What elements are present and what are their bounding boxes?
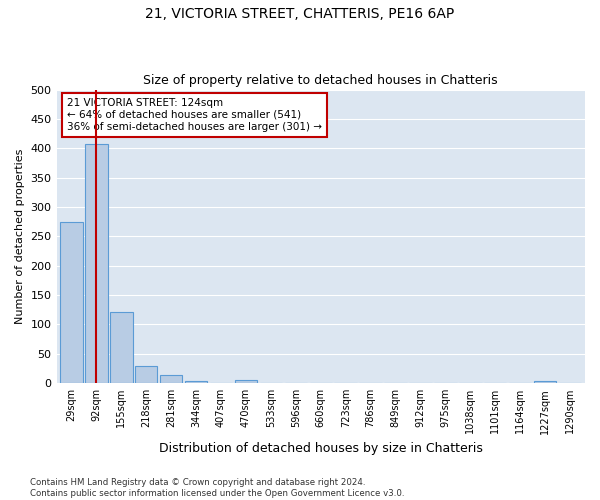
Bar (185, 381, 208, 383)
Text: 21 VICTORIA STREET: 124sqm
← 64% of detached houses are smaller (541)
36% of sem: 21 VICTORIA STREET: 124sqm ← 64% of deta… (67, 98, 322, 132)
Text: 21, VICTORIA STREET, CHATTERIS, PE16 6AP: 21, VICTORIA STREET, CHATTERIS, PE16 6AP (145, 8, 455, 22)
Bar (235, 380, 257, 383)
Bar (110, 312, 133, 383)
X-axis label: Distribution of detached houses by size in Chatteris: Distribution of detached houses by size … (159, 442, 483, 455)
Y-axis label: Number of detached properties: Number of detached properties (15, 148, 25, 324)
Bar (60, 222, 83, 383)
Bar (85, 144, 107, 383)
Text: Contains HM Land Registry data © Crown copyright and database right 2024.
Contai: Contains HM Land Registry data © Crown c… (30, 478, 404, 498)
Bar (534, 381, 556, 383)
Bar (160, 375, 182, 383)
Bar (135, 366, 157, 383)
Title: Size of property relative to detached houses in Chatteris: Size of property relative to detached ho… (143, 74, 498, 87)
